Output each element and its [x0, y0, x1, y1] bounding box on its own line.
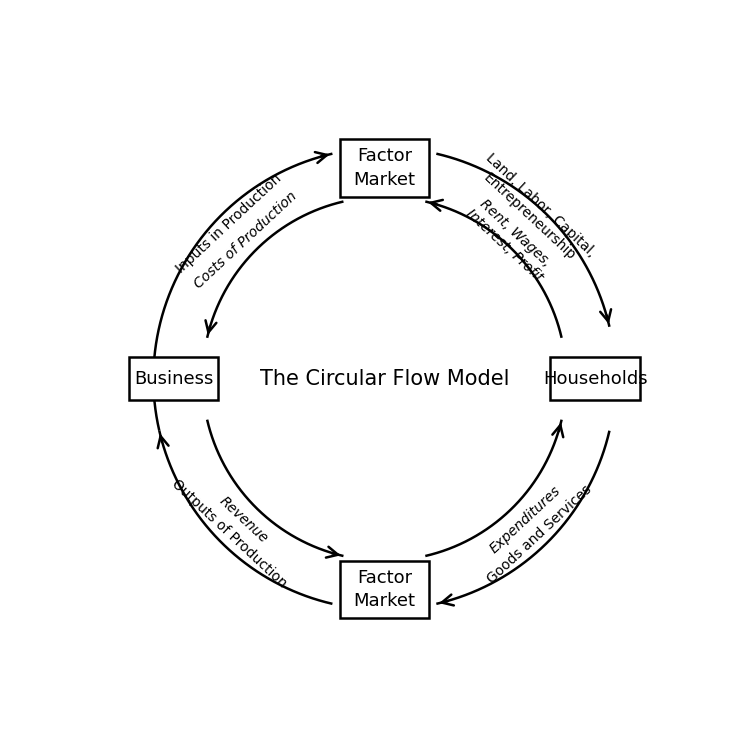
- Text: Factor
Market: Factor Market: [353, 147, 416, 189]
- Text: Rent, Wages,
Interest, Profit: Rent, Wages, Interest, Profit: [464, 194, 556, 284]
- FancyBboxPatch shape: [550, 357, 640, 401]
- Text: Households: Households: [543, 370, 647, 388]
- Text: Revenue: Revenue: [217, 494, 271, 545]
- Text: Goods and Services: Goods and Services: [484, 482, 595, 586]
- FancyBboxPatch shape: [129, 357, 218, 401]
- Text: Costs of Production: Costs of Production: [191, 189, 299, 291]
- Text: Land, Labor, Capital,
Entrepreneurship: Land, Labor, Capital, Entrepreneurship: [472, 151, 598, 272]
- Text: Business: Business: [134, 370, 213, 388]
- FancyBboxPatch shape: [340, 139, 429, 196]
- Text: Expenditures: Expenditures: [487, 483, 563, 556]
- FancyBboxPatch shape: [340, 561, 429, 619]
- Text: Factor
Market: Factor Market: [353, 568, 416, 610]
- Text: The Circular Flow Model: The Circular Flow Model: [260, 369, 509, 388]
- Text: Inputs in Production: Inputs in Production: [174, 171, 284, 276]
- Text: Outputs of Production: Outputs of Production: [169, 477, 290, 591]
